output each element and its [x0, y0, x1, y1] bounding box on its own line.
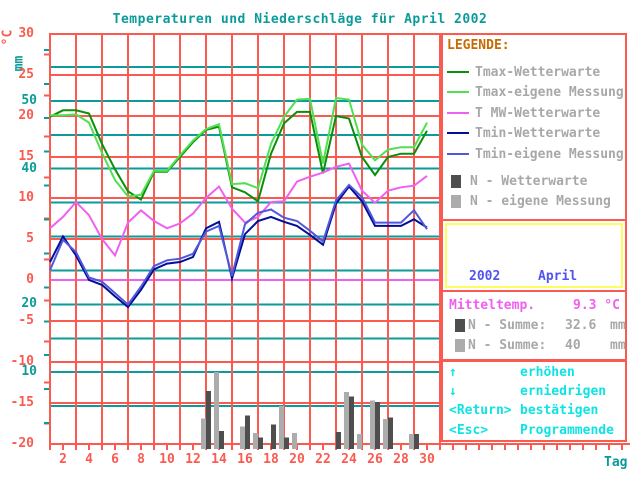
temp-axis-tick-label: 25 [18, 67, 34, 82]
day-axis-tick-label: 4 [85, 452, 93, 467]
tmax-wetterwarte-line-swatch [447, 71, 469, 73]
period-selector-highlight: 2002 April [445, 223, 623, 288]
esc-key-label: <Esc> [449, 423, 489, 438]
precip-axis-tick-label: 10 [21, 364, 37, 380]
day-axis-tick-label: 24 [341, 452, 357, 467]
temp-axis-tick-label: 0 [26, 272, 34, 287]
n-eigene-bar-swatch [455, 339, 465, 352]
temp-axis-tick-label: 10 [18, 190, 34, 205]
legend-item-label: Tmax-eigene Messung [475, 84, 624, 100]
day-axis-tick-label: 8 [137, 452, 145, 467]
legend-item: Tmin-eigene Messung [447, 146, 624, 162]
day-axis-tick-label: 2 [59, 452, 67, 467]
tmax-eigene-line-swatch [447, 91, 469, 93]
precip-sum-row: N - Summe: 40 mm [443, 338, 626, 354]
period-selector-panel[interactable]: 2002 April [441, 219, 627, 292]
x-axis-title: Tag [604, 455, 628, 470]
key-action-label: erhöhen [520, 365, 575, 380]
key-hint-row: <Return> bestätigen [443, 403, 625, 419]
legend-item: Tmax-Wetterwarte [447, 64, 600, 80]
day-axis-tick-label: 18 [263, 452, 279, 467]
keyboard-hints-panel: ↑ erhöhen ↓ erniedrigen <Return> bestäti… [441, 360, 627, 442]
legend-item: N - eigene Messung [447, 193, 611, 209]
period-year[interactable]: 2002 [469, 269, 501, 284]
precip-sum-unit: mm [610, 318, 626, 333]
precip-sum-value: 32.6 [565, 318, 597, 333]
precip-sum-value: 40 [565, 338, 581, 353]
return-key-label: <Return> [449, 403, 512, 418]
key-hint-row: ↓ erniedrigen [443, 384, 625, 400]
day-axis-tick-label: 10 [159, 452, 175, 467]
legend-item-label: N - eigene Messung [470, 193, 611, 209]
day-axis-tick-label: 6 [111, 452, 119, 467]
precip-axis-tick-label: 40 [21, 160, 37, 176]
legend-item: T MW-Wetterwarte [447, 105, 600, 121]
arrow-up-icon: ↑ [449, 365, 457, 380]
legend-item: N - Wetterwarte [447, 173, 587, 189]
precip-sum-label: N - Summe: [468, 338, 547, 353]
key-action-label: Programmende [520, 423, 614, 438]
mean-temperature-label: Mitteltemp. [449, 298, 536, 313]
day-axis-tick-label: 16 [237, 452, 253, 467]
temp-axis-tick-label: 5 [26, 231, 34, 246]
day-axis-tick-label: 26 [367, 452, 383, 467]
temp-axis-tick-label: 30 [18, 26, 34, 41]
tmin-wetterwarte-line-swatch [447, 132, 469, 134]
temp-axis-tick-label: -5 [18, 313, 34, 328]
day-axis-tick-label: 14 [211, 452, 227, 467]
legend-item: Tmax-eigene Messung [447, 84, 624, 100]
legend-item-label: Tmax-Wetterwarte [475, 64, 601, 80]
summary-panel: Mitteltemp. 9.3 °C N - Summe: 32.6 mm N … [441, 290, 627, 361]
key-hint-row: <Esc> Programmende [443, 423, 625, 439]
legend-item-label: Tmin-Wetterwarte [475, 125, 601, 141]
mean-temperature-row: Mitteltemp. 9.3 °C [443, 298, 625, 314]
precip-axis-tick-label: 50 [21, 92, 37, 108]
t-mw-line-swatch [447, 112, 469, 114]
temp-axis-tick-label: 15 [18, 149, 34, 164]
precip-sum-label: N - Summe: [468, 318, 547, 333]
legend-item-label: N - Wetterwarte [470, 173, 588, 189]
day-axis-tick-label: 22 [315, 452, 331, 467]
legend-item: Tmin-Wetterwarte [447, 125, 600, 141]
precip-axis-tick-label: 20 [21, 296, 37, 312]
key-action-label: bestätigen [520, 403, 599, 418]
legend-panel: LEGENDE: Tmax-Wetterwarte Tmax-eigene Me… [441, 33, 627, 221]
tmin-eigene-line-swatch [447, 153, 469, 155]
precip-sum-unit: mm [610, 338, 626, 353]
n-wetterwarte-bar-swatch [455, 319, 465, 332]
mean-temperature-value: 9.3 °C [573, 298, 620, 313]
day-axis-tick-label: 28 [393, 452, 409, 467]
temp-axis-tick-label: -10 [10, 354, 34, 369]
day-axis-tick-label: 20 [289, 452, 305, 467]
n-eigene-bar-swatch [451, 194, 461, 208]
n-wetterwarte-bar-swatch [451, 174, 461, 188]
legend-item-label: Tmin-eigene Messung [475, 146, 624, 162]
key-action-label: erniedrigen [520, 384, 607, 399]
legend-item-label: T MW-Wetterwarte [475, 105, 601, 121]
temp-axis-tick-label: 20 [18, 108, 34, 123]
temp-axis-tick-label: -20 [10, 436, 34, 451]
day-axis-tick-label: 30 [419, 452, 435, 467]
precip-sum-row: N - Summe: 32.6 mm [443, 318, 626, 334]
key-hint-row: ↑ erhöhen [443, 365, 625, 381]
period-month[interactable]: April [538, 269, 578, 284]
day-axis-tick-label: 12 [185, 452, 201, 467]
legend-heading: LEGENDE: [447, 38, 510, 53]
arrow-down-icon: ↓ [449, 384, 457, 399]
page-title: Temperaturen und Niederschläge für April… [112, 12, 488, 27]
temp-axis-tick-label: -15 [10, 395, 34, 410]
